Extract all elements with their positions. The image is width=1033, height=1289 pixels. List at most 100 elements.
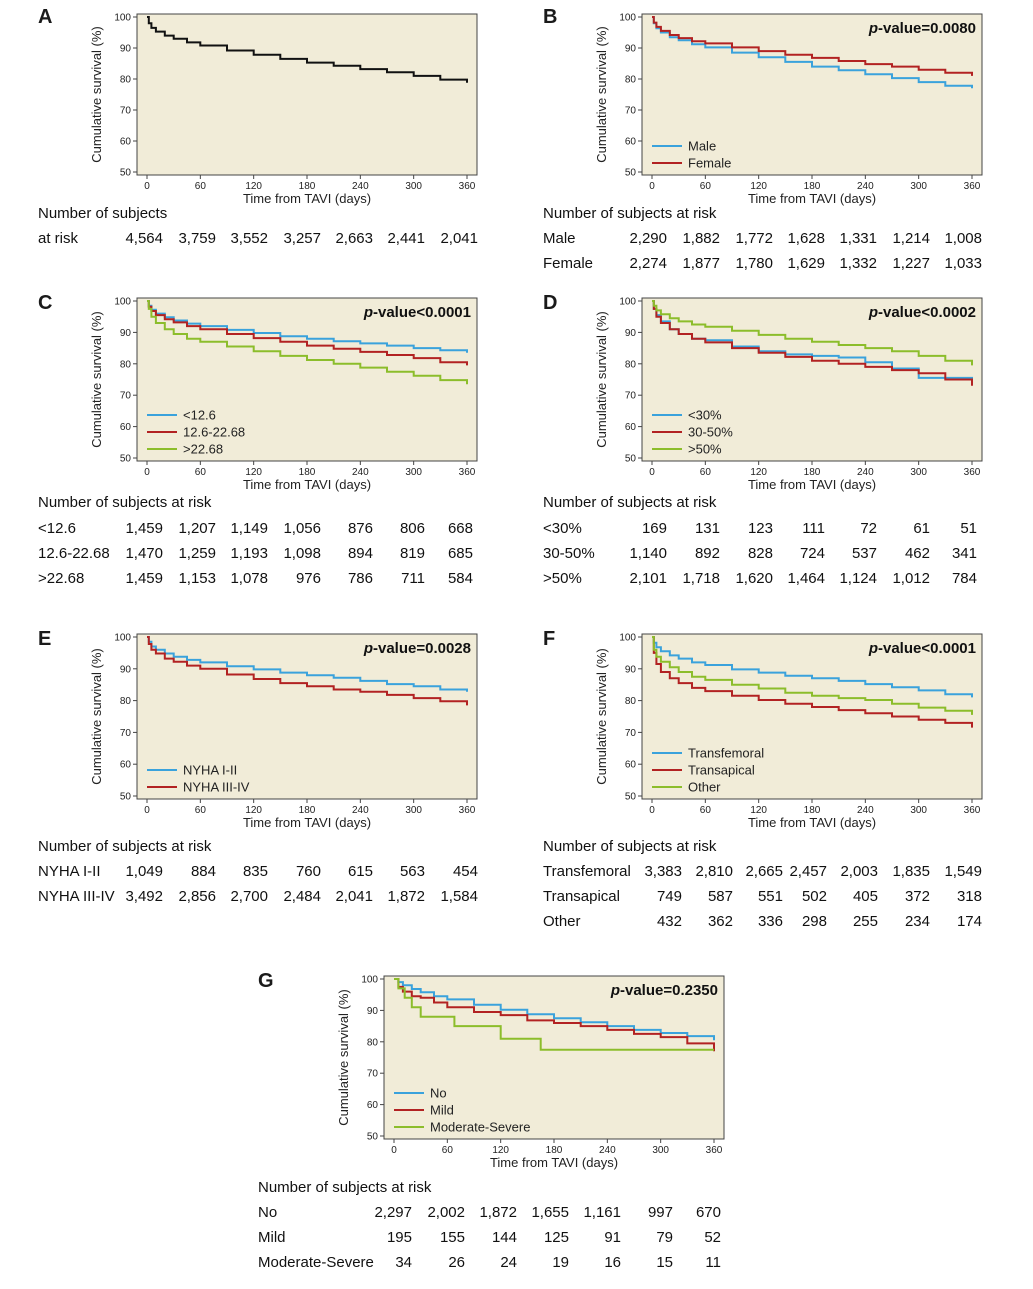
risk-table-cell: 1,872 xyxy=(387,888,425,905)
p-value-label: p-value=0.0080 xyxy=(868,20,976,37)
risk-table-cell: 2,290 xyxy=(629,230,667,247)
y-tick-label: 80 xyxy=(625,359,637,370)
risk-table-cell: 685 xyxy=(447,545,473,562)
x-tick-label: 120 xyxy=(750,181,767,192)
legend-label: Transapical xyxy=(688,763,755,778)
y-tick-label: 60 xyxy=(120,422,132,433)
risk-table-cell: 52 xyxy=(704,1229,721,1246)
panel-letter-f: F xyxy=(543,628,556,650)
risk-table-cell: 2,457 xyxy=(789,863,827,880)
risk-table-cell: 1,161 xyxy=(583,1204,621,1221)
y-tick-label: 50 xyxy=(625,792,637,803)
y-tick-label: 100 xyxy=(361,975,378,986)
survival-curve-moderate-severe xyxy=(394,978,714,1051)
risk-table-cell: 1,149 xyxy=(230,520,268,537)
legend-label: Mild xyxy=(430,1103,454,1118)
risk-table-cell: 91 xyxy=(604,1229,621,1246)
risk-table-cell: 2,297 xyxy=(374,1204,412,1221)
x-axis-title: Time from TAVI (days) xyxy=(748,191,876,206)
p-value-label: p-value<0.0001 xyxy=(363,304,471,321)
x-tick-label: 180 xyxy=(299,805,316,816)
x-tick-label: 0 xyxy=(144,805,150,816)
survival-curve-30-50- xyxy=(652,300,973,386)
x-tick-label: 240 xyxy=(599,1145,616,1156)
risk-table-cell: 1,718 xyxy=(682,570,720,587)
risk-table-cell: 1,331 xyxy=(839,230,877,247)
x-tick-label: 60 xyxy=(195,181,207,192)
p-value-label: p-value=0.0028 xyxy=(363,640,471,657)
risk-table-cell: 563 xyxy=(399,863,425,880)
legend-label: No xyxy=(430,1086,447,1101)
survival-curve-other xyxy=(652,636,973,715)
risk-table-cell: 34 xyxy=(395,1254,412,1271)
x-axis-title: Time from TAVI (days) xyxy=(243,191,371,206)
risk-table-cell: 537 xyxy=(851,545,877,562)
x-tick-label: 120 xyxy=(750,805,767,816)
risk-table-cell: 298 xyxy=(801,913,827,930)
risk-row-label: Other xyxy=(543,913,581,930)
legend-label: Transfemoral xyxy=(688,746,764,761)
risk-table-cell: 2,002 xyxy=(427,1204,465,1221)
risk-table-cell: 1,153 xyxy=(178,570,216,587)
y-tick-label: 80 xyxy=(120,75,132,86)
risk-row-label: Transapical xyxy=(543,888,620,905)
y-tick-label: 60 xyxy=(625,422,637,433)
risk-table-cell: 79 xyxy=(656,1229,673,1246)
x-tick-label: 60 xyxy=(195,467,207,478)
risk-table-cell: 1,882 xyxy=(682,230,720,247)
x-tick-label: 0 xyxy=(649,181,655,192)
p-value-label: p-value=0.2350 xyxy=(610,982,718,999)
risk-table-cell: 61 xyxy=(913,520,930,537)
km-chart-b: 50 60 70 80 90 100 0 60 120 180 240 300 360 Time from… xyxy=(594,13,983,206)
risk-table-cell: 123 xyxy=(747,520,773,537)
risk-table-cell: 2,041 xyxy=(335,888,373,905)
y-tick-label: 50 xyxy=(120,168,132,179)
risk-table-cell: 1,193 xyxy=(230,545,268,562)
x-tick-label: 240 xyxy=(352,181,369,192)
x-tick-label: 300 xyxy=(910,805,927,816)
y-tick-label: 90 xyxy=(625,328,637,339)
risk-row-label: <12.6 xyxy=(38,520,76,537)
risk-table-title: Number of subjects at risk xyxy=(543,205,717,222)
legend-label: <12.6 xyxy=(183,408,216,423)
y-tick-label: 50 xyxy=(625,168,637,179)
risk-table-cell: 318 xyxy=(956,888,982,905)
legend-label: Moderate-Severe xyxy=(430,1120,530,1135)
x-tick-label: 360 xyxy=(964,181,981,192)
risk-table-cell: 884 xyxy=(190,863,216,880)
legend-label: >50% xyxy=(688,442,722,457)
risk-table-cell: 131 xyxy=(694,520,720,537)
risk-row-label: <30% xyxy=(543,520,582,537)
legend-label: Male xyxy=(688,139,716,154)
x-tick-label: 360 xyxy=(964,467,981,478)
risk-table-cell: 3,383 xyxy=(644,863,682,880)
risk-row-label: 12.6-22.68 xyxy=(38,545,110,562)
risk-table-cell: 1,470 xyxy=(125,545,163,562)
risk-table-cell: 584 xyxy=(447,570,473,587)
y-tick-label: 70 xyxy=(625,728,637,739)
x-tick-label: 300 xyxy=(405,467,422,478)
x-tick-label: 300 xyxy=(910,467,927,478)
risk-table-cell: 2,484 xyxy=(283,888,321,905)
risk-table-cell: 1,033 xyxy=(944,255,982,272)
risk-table-cell: 2,003 xyxy=(840,863,878,880)
risk-table-cell: 1,049 xyxy=(125,863,163,880)
risk-table-cell: 711 xyxy=(401,570,425,587)
y-tick-label: 70 xyxy=(625,106,637,117)
risk-table-cell: 1,877 xyxy=(682,255,720,272)
risk-table-cell: 806 xyxy=(399,520,425,537)
risk-table-cell: 894 xyxy=(347,545,373,562)
risk-table-cell: 786 xyxy=(347,570,373,587)
risk-table-cell: 670 xyxy=(695,1204,721,1221)
risk-table-cell: 2,856 xyxy=(178,888,216,905)
x-tick-label: 120 xyxy=(750,467,767,478)
risk-table-cell: 1,459 xyxy=(125,570,163,587)
risk-table-cell: 1,629 xyxy=(787,255,825,272)
y-tick-label: 100 xyxy=(114,13,131,24)
y-tick-label: 80 xyxy=(120,359,132,370)
risk-table-cell: 3,552 xyxy=(230,230,268,247)
risk-table-cell: 724 xyxy=(799,545,825,562)
risk-table-cell: 16 xyxy=(604,1254,621,1271)
km-chart-e: 50 60 70 80 90 100 0 60 120 180 240 300 360 Time from… xyxy=(89,633,478,830)
risk-table-cell: 760 xyxy=(295,863,321,880)
